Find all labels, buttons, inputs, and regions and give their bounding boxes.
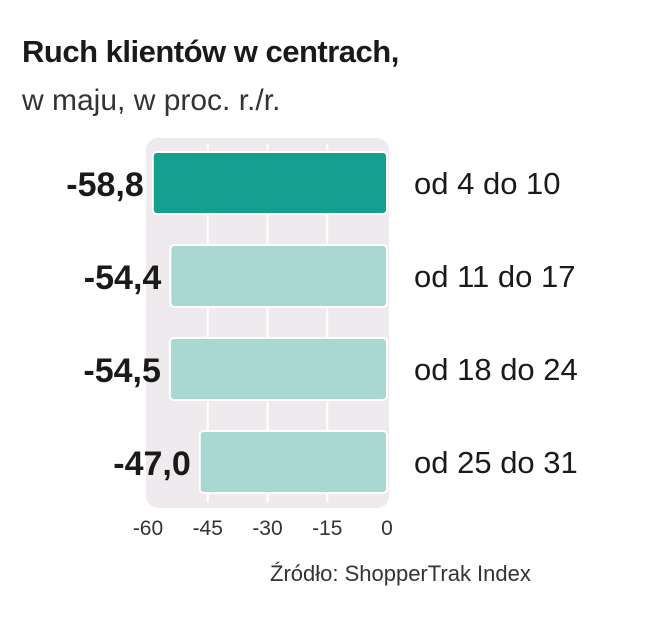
value-label-4: -47,0	[113, 445, 191, 483]
category-label-1: od 4 do 10	[414, 166, 561, 201]
category-label-4: od 25 do 31	[414, 445, 578, 480]
x-tick-label: -60	[133, 517, 163, 540]
x-tick-label: -45	[193, 517, 223, 540]
value-label-1: -58,8	[66, 166, 144, 204]
x-tick-label: -15	[312, 517, 342, 540]
category-label-2: od 11 do 17	[414, 259, 575, 294]
bar-4	[198, 430, 388, 494]
x-tick-label: -30	[252, 517, 282, 540]
bar-1	[151, 151, 388, 215]
chart-title: Ruch klientów w centrach,	[22, 34, 399, 69]
category-label-3: od 18 do 24	[414, 352, 578, 387]
bar-3	[168, 337, 388, 401]
x-tick-label: 0	[381, 517, 393, 540]
bar-2	[169, 244, 388, 308]
value-label-3: -54,5	[83, 352, 161, 390]
value-label-2: -54,4	[84, 259, 162, 297]
chart-subtitle: w maju, w proc. r./r.	[22, 84, 281, 117]
source-note: Źródło: ShopperTrak Index	[270, 561, 531, 586]
